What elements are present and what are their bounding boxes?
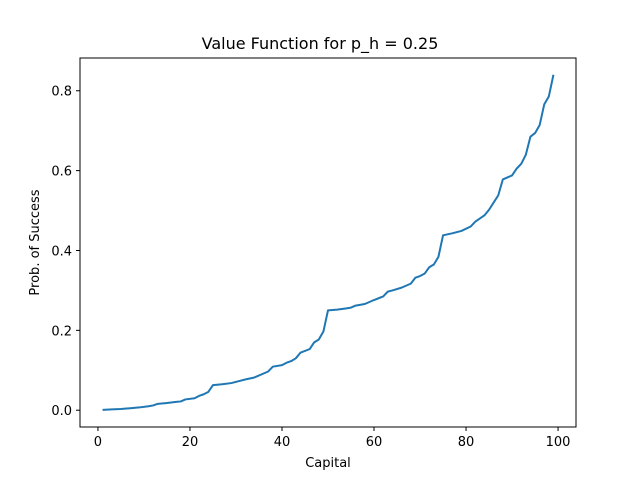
- plot-area: 0 20 40 60 80 100 0.0 0.2 0.4 0.6 0.8: [51, 57, 577, 450]
- y-tick-label: 0.8: [51, 85, 72, 100]
- y-tick-label: 0.0: [51, 404, 72, 419]
- x-tick-label: 0: [94, 435, 102, 450]
- x-tick-label: 40: [274, 435, 291, 450]
- y-tick-label: 0.4: [51, 244, 72, 259]
- y-tick-label: 0.6: [51, 165, 72, 180]
- x-axis-ticks: 0 20 40 60 80 100: [94, 427, 571, 450]
- chart-title: Value Function for p_h = 0.25: [202, 34, 439, 54]
- x-tick-label: 60: [366, 435, 383, 450]
- series-layer: [102, 74, 555, 411]
- y-axis-label: Prob. of Success: [28, 189, 43, 295]
- x-axis-label: Capital: [305, 456, 351, 471]
- x-tick-label: 20: [182, 435, 199, 450]
- x-tick-label: 100: [546, 435, 571, 450]
- y-axis-ticks: 0.0 0.2 0.4 0.6 0.8: [51, 85, 80, 419]
- series-line-0: [102, 74, 555, 411]
- axes-frame: [79, 57, 577, 428]
- x-tick-label: 80: [458, 435, 475, 450]
- y-tick-label: 0.2: [51, 324, 72, 339]
